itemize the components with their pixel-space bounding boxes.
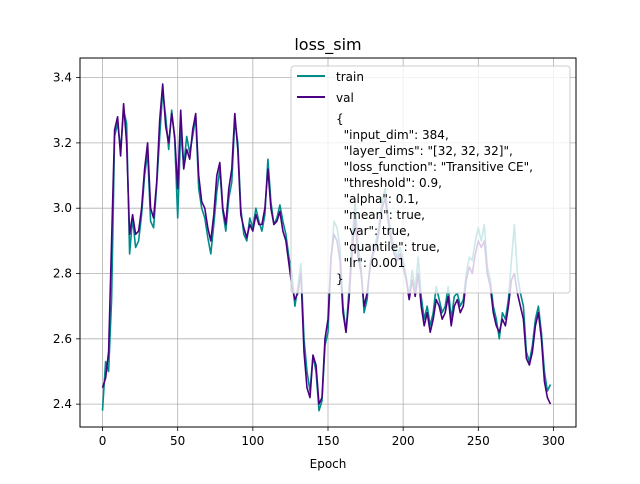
x-tick-label: 250 — [467, 434, 490, 448]
legend-config-line: "threshold": 0.9, — [336, 176, 442, 190]
legend-config-line: "var": true, — [336, 224, 410, 238]
x-tick-label: 100 — [241, 434, 264, 448]
x-tick-label: 200 — [392, 434, 415, 448]
y-tick-label: 2.4 — [53, 397, 72, 411]
y-tick-label: 3.4 — [53, 71, 72, 85]
legend-config-line: "mean": true, — [336, 208, 425, 222]
y-tick-label: 2.8 — [53, 267, 72, 281]
legend-label-val: val — [336, 91, 354, 105]
legend-config-line: "input_dim": 384, — [336, 128, 449, 142]
tick-layer: 0 50 100 150 200 250 300 2.4 2.6 2.8 3.0 3.2 3.4 — [53, 71, 565, 448]
x-tick-label: 150 — [317, 434, 340, 448]
chart-title: loss_sim — [294, 35, 361, 55]
legend-config-line: "layer_dims": "[32, 32, 32]", — [336, 144, 513, 158]
x-tick-label: 50 — [170, 434, 185, 448]
legend-config-line: "quantile": true, — [336, 240, 440, 254]
legend-box — [290, 65, 571, 294]
legend-config-line: "lr": 0.001 — [336, 256, 405, 270]
x-tick-label: 300 — [542, 434, 565, 448]
y-tick-label: 3.0 — [53, 201, 72, 215]
legend: train val { "input_dim": 384, "layer_dim… — [290, 65, 571, 294]
legend-label-train: train — [336, 70, 364, 84]
x-axis-label: Epoch — [310, 457, 347, 471]
legend-config-text: { "input_dim": 384, "layer_dims": "[32, … — [336, 112, 533, 286]
legend-config-line: } — [336, 272, 344, 286]
legend-config-line: "alpha": 0.1, — [336, 192, 419, 206]
x-tick-label: 0 — [99, 434, 107, 448]
y-tick-label: 2.6 — [53, 332, 72, 346]
legend-config-line: "loss_function": "Transitive CE", — [336, 160, 533, 174]
y-tick-label: 3.2 — [53, 136, 72, 150]
legend-config-line: { — [336, 112, 344, 126]
